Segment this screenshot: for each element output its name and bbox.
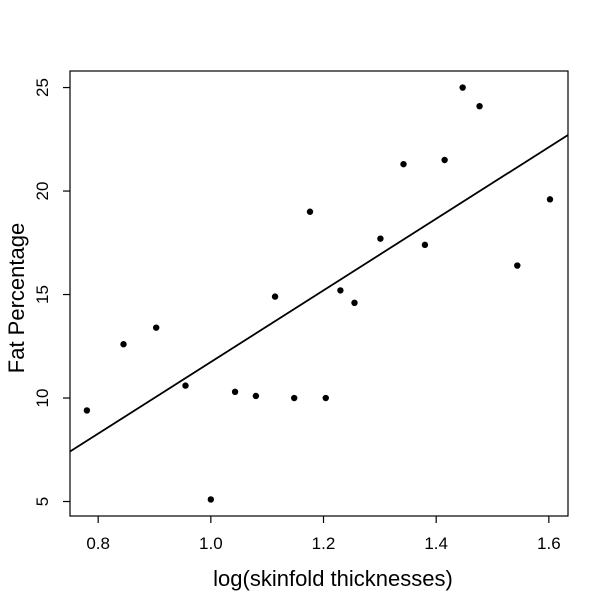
- y-tick-label: 25: [33, 78, 52, 97]
- x-tick-label: 1.0: [199, 534, 223, 553]
- regression-line-group: [69, 134, 569, 453]
- data-point: [120, 341, 127, 348]
- data-point: [459, 84, 466, 91]
- data-point: [271, 293, 279, 300]
- x-tick-label: 1.6: [537, 534, 561, 553]
- regression-line: [69, 134, 569, 453]
- data-point: [291, 394, 298, 402]
- data-point: [83, 407, 91, 414]
- y-tick-label: 15: [33, 285, 52, 304]
- data-point: [476, 102, 483, 110]
- data-point: [337, 287, 344, 294]
- y-tick-label: 5: [33, 497, 52, 506]
- data-point: [421, 241, 429, 249]
- y-tick-label: 10: [33, 389, 52, 408]
- data-point: [322, 394, 329, 402]
- data-points: [83, 84, 554, 503]
- x-axis: 0.8 1.0 1.2 1.4 1.6: [86, 516, 561, 553]
- data-point: [231, 388, 239, 396]
- data-point: [152, 324, 160, 331]
- data-point: [252, 392, 260, 400]
- plot-frame: [69, 70, 569, 517]
- data-point: [377, 235, 384, 242]
- data-point: [546, 196, 554, 203]
- data-point: [306, 208, 314, 215]
- y-axis: 5 10 15 20 25: [33, 78, 70, 506]
- y-tick-label: 20: [33, 182, 52, 201]
- x-tick-label: 1.2: [312, 534, 336, 553]
- x-tick-label: 1.4: [424, 534, 448, 553]
- data-point: [400, 160, 407, 168]
- x-tick-label: 0.8: [86, 534, 110, 553]
- y-axis-title: Fat Percentage: [4, 223, 29, 373]
- data-point: [514, 262, 521, 269]
- data-point: [207, 496, 215, 503]
- data-point: [441, 156, 448, 164]
- data-point: [351, 299, 358, 307]
- x-axis-title: log(skinfold thicknesses): [213, 566, 453, 591]
- data-point: [182, 382, 189, 389]
